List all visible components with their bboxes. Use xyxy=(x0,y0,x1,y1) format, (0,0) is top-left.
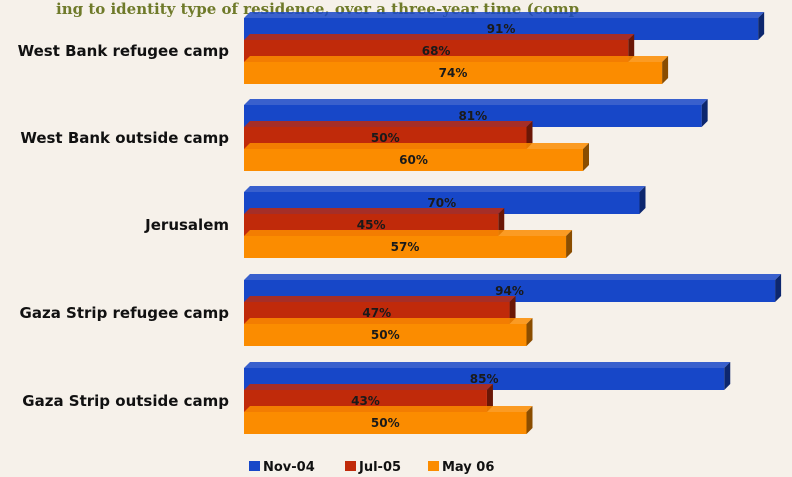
bar-value-label: 50% xyxy=(371,131,400,145)
bar-top-face xyxy=(244,406,533,412)
bar-value-label: 70% xyxy=(427,196,456,210)
legend-label: Nov-04 xyxy=(263,460,315,475)
bars-group: 91% 68% 74% 81% 50% 60% 70% 45% 57% 94% 47% 50% 85% 4… xyxy=(244,12,782,434)
bar-top-face xyxy=(244,12,765,18)
bar-top-face xyxy=(244,143,589,149)
bar-value-label: 47% xyxy=(362,306,391,320)
legend: Nov-04 Jul-05 May 06 xyxy=(249,460,494,475)
bar-side-face xyxy=(498,208,505,236)
bar-side-face xyxy=(526,406,533,434)
bar-top-face xyxy=(244,186,646,192)
bar-value-label: 50% xyxy=(371,416,400,430)
bar-top-face xyxy=(244,296,516,302)
bar-value-label: 68% xyxy=(422,44,451,58)
bar-value-label: 50% xyxy=(371,328,400,342)
bar-value-label: 45% xyxy=(357,218,386,232)
legend-label: Jul-05 xyxy=(358,460,401,475)
bar-side-face xyxy=(639,186,646,214)
bar-side-face xyxy=(724,362,731,390)
bar-top-face xyxy=(244,230,573,236)
bar-side-face xyxy=(566,230,573,258)
bar-side-face xyxy=(628,34,635,62)
bar-side-face xyxy=(662,56,669,84)
legend-item: Nov-04 xyxy=(249,460,315,475)
bar: 74% xyxy=(244,56,669,84)
category-labels: West Bank refugee camp West Bank outside … xyxy=(18,42,230,410)
legend-item: Jul-05 xyxy=(345,460,401,475)
bar-front-face xyxy=(244,149,583,171)
category-label: Gaza Strip outside camp xyxy=(22,392,229,410)
category-label: Jerusalem xyxy=(144,216,229,234)
legend-swatch xyxy=(345,461,356,471)
bar-value-label: 74% xyxy=(439,66,468,80)
bar-side-face xyxy=(509,296,516,324)
category-label: West Bank refugee camp xyxy=(18,42,230,60)
bar-front-face xyxy=(244,236,567,258)
bar-value-label: 81% xyxy=(458,109,487,123)
bar: 50% xyxy=(244,318,533,346)
bar: 57% xyxy=(244,230,573,258)
bar-value-label: 85% xyxy=(470,372,499,386)
bar: 60% xyxy=(244,143,589,171)
bar-side-face xyxy=(701,99,708,127)
bar-value-label: 94% xyxy=(495,284,524,298)
bar-value-label: 43% xyxy=(351,394,380,408)
bar-side-face xyxy=(486,384,493,412)
category-label: West Bank outside camp xyxy=(20,129,229,147)
bar-top-face xyxy=(244,34,635,40)
bar-top-face xyxy=(244,99,708,105)
bar: 50% xyxy=(244,406,533,434)
legend-swatch xyxy=(249,461,260,471)
bar-front-face xyxy=(244,412,527,434)
legend-swatch xyxy=(428,461,439,471)
bar-front-face xyxy=(244,324,527,346)
bar-side-face xyxy=(583,143,589,171)
bar-value-label: 57% xyxy=(391,240,420,254)
bar-top-face xyxy=(244,208,505,214)
bar-top-face xyxy=(244,384,493,390)
bar-top-face xyxy=(244,121,533,127)
bar-top-face xyxy=(244,56,669,62)
bar-value-label: 60% xyxy=(399,153,428,167)
bar-top-face xyxy=(244,362,731,368)
bar-side-face xyxy=(526,318,533,346)
legend-label: May 06 xyxy=(442,460,494,475)
bar-side-face xyxy=(758,12,765,40)
bar-front-face xyxy=(244,62,663,84)
bar-top-face xyxy=(244,274,782,280)
bar-side-face xyxy=(526,121,533,149)
category-label: Gaza Strip refugee camp xyxy=(20,304,230,322)
legend-item: May 06 xyxy=(428,460,494,475)
bar-value-label: 91% xyxy=(487,22,516,36)
bar-top-face xyxy=(244,318,533,324)
bar-side-face xyxy=(775,274,782,302)
